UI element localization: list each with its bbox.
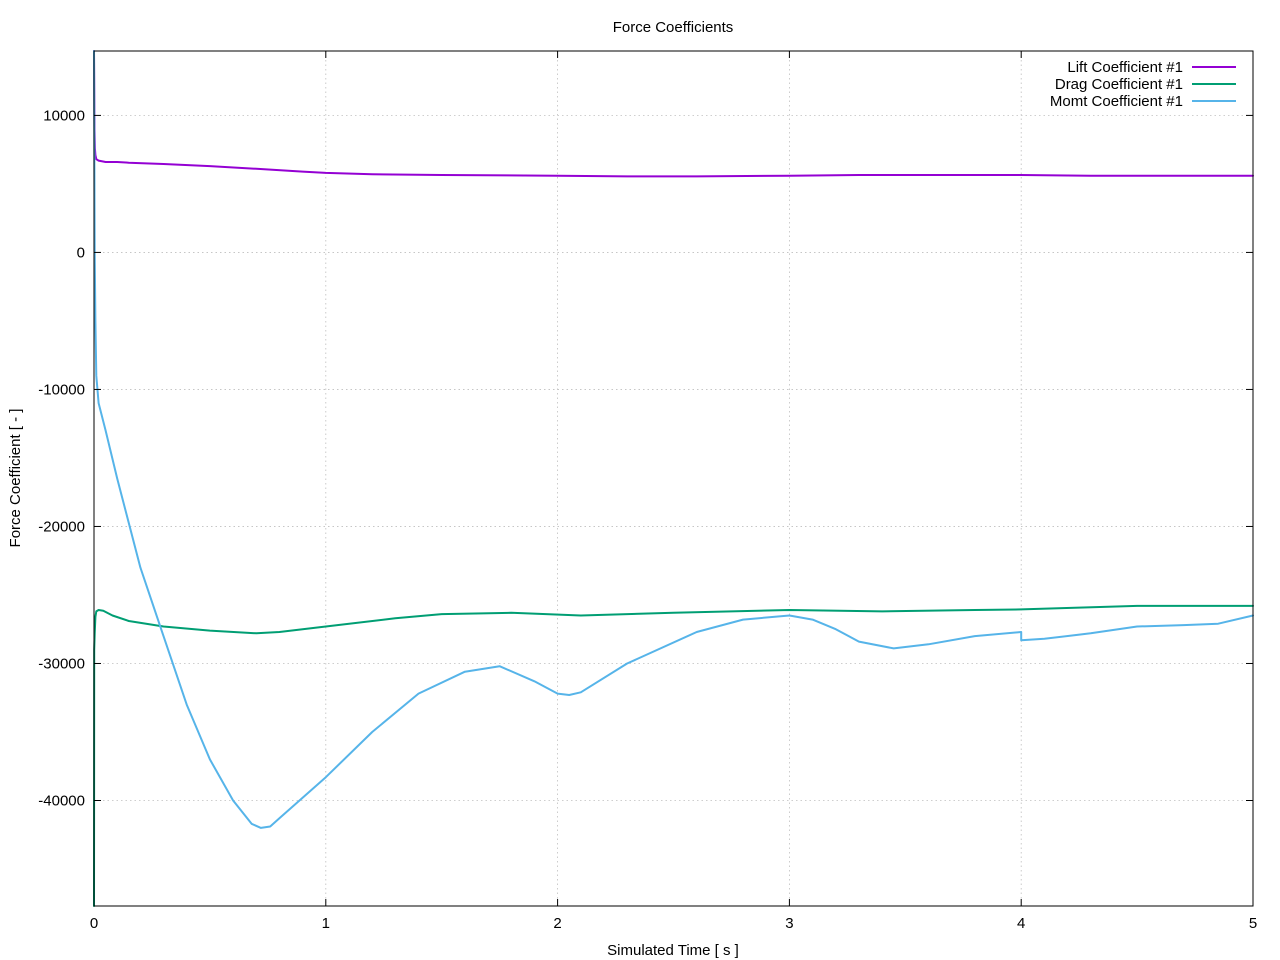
x-tick-label: 3 (785, 915, 793, 932)
grid-lines (94, 51, 1253, 906)
x-tick-label: 5 (1249, 915, 1257, 932)
y-tick-label: 10000 (43, 107, 85, 124)
chart-title: Force Coefficients (613, 19, 734, 36)
series-lines (93, 50, 1254, 907)
axis-ticks: 0 1 2 3 4 5 -40000 -30000 -20000 -10000 0 10000 (38, 51, 1257, 932)
x-tick-label: 0 (90, 915, 98, 932)
y-tick-label: -30000 (38, 655, 85, 672)
y-tick-label: 0 (77, 244, 85, 261)
legend-label-1: Lift Coefficient #1 (1067, 59, 1183, 76)
x-tick-label: 1 (322, 915, 330, 932)
legend-label-2: Drag Coefficient #1 (1055, 76, 1183, 93)
x-axis-title: Simulated Time [ s ] (607, 942, 739, 959)
plot-frame (93, 50, 1254, 907)
x-tick-label: 2 (553, 915, 561, 932)
series-line-2 (93, 604, 1254, 907)
y-tick-label: -40000 (38, 792, 85, 809)
x-tick-label: 4 (1017, 915, 1025, 932)
y-tick-label: -20000 (38, 518, 85, 535)
legend-label-3: Momt Coefficient #1 (1050, 93, 1183, 110)
y-tick-label: -10000 (38, 381, 85, 398)
y-axis-title: Force Coefficient [ - ] (7, 409, 24, 548)
series-line-3 (93, 50, 1254, 829)
series-line-1 (93, 50, 1254, 178)
